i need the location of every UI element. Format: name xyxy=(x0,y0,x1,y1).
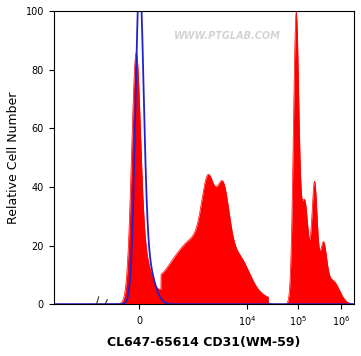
Y-axis label: Relative Cell Number: Relative Cell Number xyxy=(7,91,20,224)
Text: WWW.PTGLAB.COM: WWW.PTGLAB.COM xyxy=(174,31,281,41)
X-axis label: CL647-65614 CD31(WM-59): CL647-65614 CD31(WM-59) xyxy=(107,336,300,349)
